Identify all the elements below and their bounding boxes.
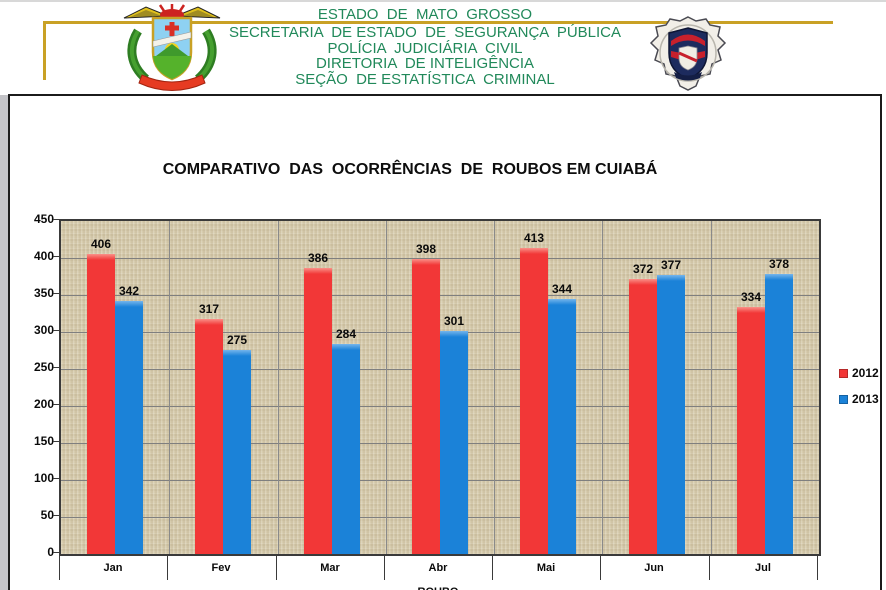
- y-axis-label: 50: [40, 508, 54, 522]
- y-axis-label: 0: [47, 545, 54, 559]
- x-category-label: Jan: [103, 562, 123, 574]
- y-axis-tick: [53, 478, 59, 479]
- gridline-v: [711, 221, 712, 554]
- chart-legend: 2012 2013: [839, 366, 879, 418]
- header-line-secao: SEÇÃO DE ESTATÍSTICA CRIMINAL: [295, 71, 555, 88]
- chart-region: COMPARATIVO DAS OCORRÊNCIAS DE ROUBOS EM…: [8, 94, 882, 590]
- bar-value-label: 386: [307, 251, 329, 265]
- x-axis-tick: [492, 554, 493, 580]
- legend-label: 2013: [852, 392, 879, 406]
- bar-2013: [765, 274, 793, 554]
- x-axis-tick: [709, 554, 710, 580]
- chart-title-line1: COMPARATIVO DAS OCORRÊNCIAS DE ROUBOS EM…: [162, 161, 658, 178]
- bar-value-label: 334: [740, 290, 762, 304]
- y-axis-label: 400: [33, 249, 54, 263]
- bar-2012: [87, 254, 115, 554]
- x-axis-tick: [384, 554, 385, 580]
- y-axis-label: 100: [33, 471, 54, 485]
- bar-2013: [440, 331, 468, 554]
- gold-rule-vertical: [43, 21, 46, 80]
- x-axis-title: ROUBO: [59, 586, 817, 590]
- bar-2013: [548, 299, 576, 554]
- bar-2013: [115, 301, 143, 554]
- legend-swatch-2012: [839, 368, 848, 378]
- y-axis-tick: [53, 330, 59, 331]
- y-axis-label: 250: [33, 360, 54, 374]
- legend-item: 2012: [839, 366, 879, 380]
- bar-2013: [657, 275, 685, 554]
- y-axis-tick: [53, 256, 59, 257]
- bar-2013: [223, 350, 251, 554]
- y-axis-tick: [53, 404, 59, 405]
- header-line-estado: ESTADO DE MATO GROSSO: [317, 6, 533, 23]
- bar-2012: [629, 279, 657, 554]
- bar-2012: [304, 268, 332, 554]
- gold-rule-horizontal: [43, 21, 833, 24]
- gridline-v: [386, 221, 387, 554]
- x-axis-tick: [59, 554, 60, 580]
- bar-value-label: 317: [198, 302, 220, 316]
- x-category-label: Jul: [755, 562, 771, 574]
- legend-label: 2012: [852, 366, 879, 380]
- x-axis-tick: [276, 554, 277, 580]
- y-axis-label: 350: [33, 286, 54, 300]
- bar-value-label: 344: [551, 282, 573, 296]
- bar-2013: [332, 344, 360, 554]
- header-text-block: ESTADO DE MATO GROSSO SECRETARIA DE ESTA…: [0, 2, 850, 95]
- bar-2012: [737, 307, 765, 554]
- x-category-label: Abr: [428, 562, 448, 574]
- x-category-label: Fev: [211, 562, 231, 574]
- gridline-h: [61, 295, 819, 296]
- gridline-v: [602, 221, 603, 554]
- header-line-policia: POLÍCIA JUDICIÁRIA CIVIL: [327, 40, 523, 57]
- y-axis-label: 300: [33, 323, 54, 337]
- y-axis-tick: [53, 441, 59, 442]
- bar-value-label: 378: [768, 257, 790, 271]
- gridline-v: [169, 221, 170, 554]
- bar-value-label: 406: [90, 237, 112, 251]
- bar-value-label: 275: [226, 333, 248, 347]
- bar-value-label: 413: [523, 231, 545, 245]
- x-category-label: Mar: [320, 562, 340, 574]
- y-axis-tick: [53, 515, 59, 516]
- bar-value-label: 398: [415, 242, 437, 256]
- x-axis-tick: [167, 554, 168, 580]
- legend-swatch-2013: [839, 394, 848, 404]
- x-axis-tick: [600, 554, 601, 580]
- y-axis-label: 150: [33, 434, 54, 448]
- bar-2012: [195, 319, 223, 554]
- bar-value-label: 301: [443, 314, 465, 328]
- bar-value-label: 342: [118, 284, 140, 298]
- header-line-secretaria: SECRETARIA DE ESTADO DE SEGURANÇA PÚBLIC…: [228, 24, 622, 41]
- gridline-v: [494, 221, 495, 554]
- report-header: ESTADO DE MATO GROSSO SECRETARIA DE ESTA…: [0, 2, 886, 95]
- y-axis-tick: [53, 367, 59, 368]
- bar-value-label: 372: [632, 262, 654, 276]
- mato-grosso-coat-of-arms-icon: [123, 4, 221, 91]
- y-axis-tick: [53, 552, 59, 553]
- gridline-h: [61, 258, 819, 259]
- x-category-label: Mai: [536, 562, 556, 574]
- legend-item: 2013: [839, 392, 879, 406]
- policia-judiciaria-civil-badge-icon: [649, 16, 727, 91]
- x-axis-tick: [817, 554, 818, 580]
- y-axis-tick: [53, 219, 59, 220]
- x-category-label: Jun: [644, 562, 664, 574]
- bar-value-label: 377: [660, 258, 682, 272]
- bar-2012: [412, 259, 440, 554]
- bar-value-label: 284: [335, 327, 357, 341]
- header-line-diretoria: DIRETORIA DE INTELIGÊNCIA: [315, 55, 535, 72]
- gridline-v: [278, 221, 279, 554]
- y-axis-label: 200: [33, 397, 54, 411]
- bar-2012: [520, 248, 548, 554]
- y-axis-label: 450: [33, 212, 54, 226]
- y-axis-tick: [53, 293, 59, 294]
- plot-area: 406 342 317 275 386 284 398 301 413 344 372 377 334 3…: [59, 219, 821, 556]
